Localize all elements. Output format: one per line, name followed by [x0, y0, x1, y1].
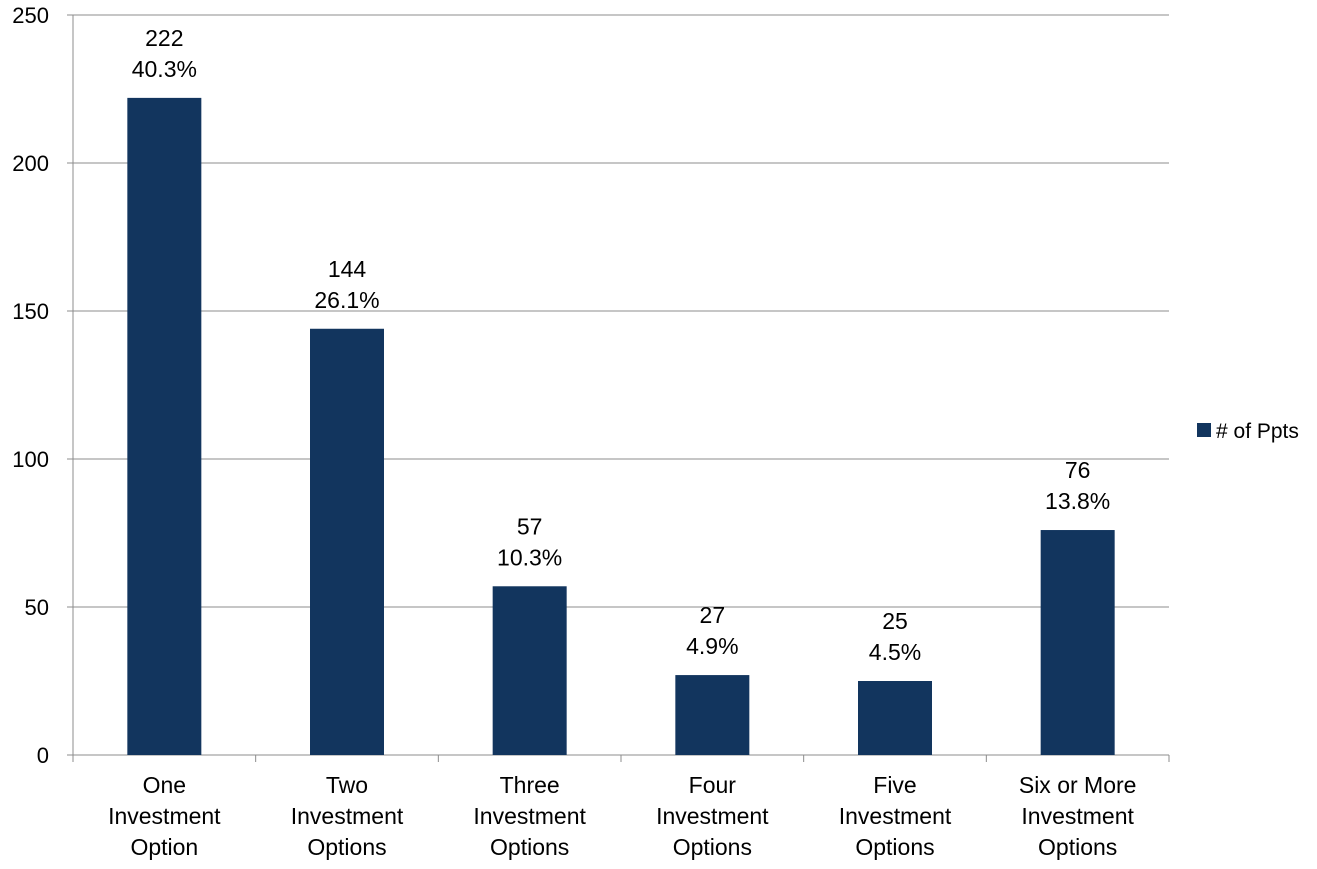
- bar-value-label: 25: [882, 608, 908, 634]
- x-category-label: Two: [326, 772, 368, 798]
- x-category-label: Investment: [1021, 803, 1134, 829]
- x-category-label: Investment: [291, 803, 404, 829]
- legend-swatch: [1197, 423, 1211, 437]
- y-tick-label: 200: [12, 151, 49, 176]
- x-category-label: Four: [689, 772, 737, 798]
- bar-value-label: 76: [1065, 457, 1091, 483]
- bar-percent-label: 40.3%: [132, 56, 197, 82]
- y-tick-label: 100: [12, 447, 49, 472]
- y-tick-label: 50: [25, 595, 49, 620]
- y-tick-label: 0: [37, 743, 49, 768]
- bar-percent-label: 13.8%: [1045, 488, 1110, 514]
- bar: [1040, 530, 1115, 755]
- x-category-label: Investment: [656, 803, 769, 829]
- bar-value-label: 27: [700, 602, 726, 628]
- gridlines: [73, 14, 1169, 608]
- x-category-label: Options: [490, 834, 569, 860]
- y-tick-label: 250: [12, 3, 49, 28]
- x-category-label: Investment: [473, 803, 586, 829]
- bar: [675, 675, 750, 755]
- bar-value-label: 144: [328, 256, 367, 282]
- bar: [858, 681, 932, 755]
- data-labels: 222 40.3% 144 26.1% 57 10.3% 27 4.9% 25 4.5% 76 13.…: [132, 25, 1111, 665]
- bar: [310, 328, 384, 755]
- x-category-label: Three: [500, 772, 560, 798]
- bar-value-label: 222: [145, 25, 183, 51]
- bar-percent-label: 4.5%: [869, 639, 921, 665]
- y-tick-label: 150: [12, 299, 49, 324]
- legend-label: # of Ppts: [1216, 420, 1299, 443]
- x-category-label: Options: [307, 834, 386, 860]
- x-category-label: Options: [1038, 834, 1117, 860]
- x-category-label: Option: [130, 834, 198, 860]
- bar: [127, 97, 202, 755]
- x-category-label: One: [143, 772, 186, 798]
- legend: # of Ppts: [1197, 420, 1299, 443]
- axes: 0 50 100 150 200 250 One Investment Option Two Inv…: [12, 3, 1170, 860]
- x-category-label: Options: [673, 834, 752, 860]
- bars: [127, 97, 1115, 755]
- bar: [492, 586, 567, 755]
- bar-percent-label: 4.9%: [686, 633, 738, 659]
- x-category-label: Five: [873, 772, 916, 798]
- x-category-label: Investment: [108, 803, 221, 829]
- x-category-label: Options: [855, 834, 934, 860]
- bar-percent-label: 10.3%: [497, 544, 562, 570]
- x-category-label: Six or More: [1019, 772, 1137, 798]
- bar-percent-label: 26.1%: [314, 287, 379, 313]
- x-category-label: Investment: [839, 803, 952, 829]
- bar-value-label: 57: [517, 513, 543, 539]
